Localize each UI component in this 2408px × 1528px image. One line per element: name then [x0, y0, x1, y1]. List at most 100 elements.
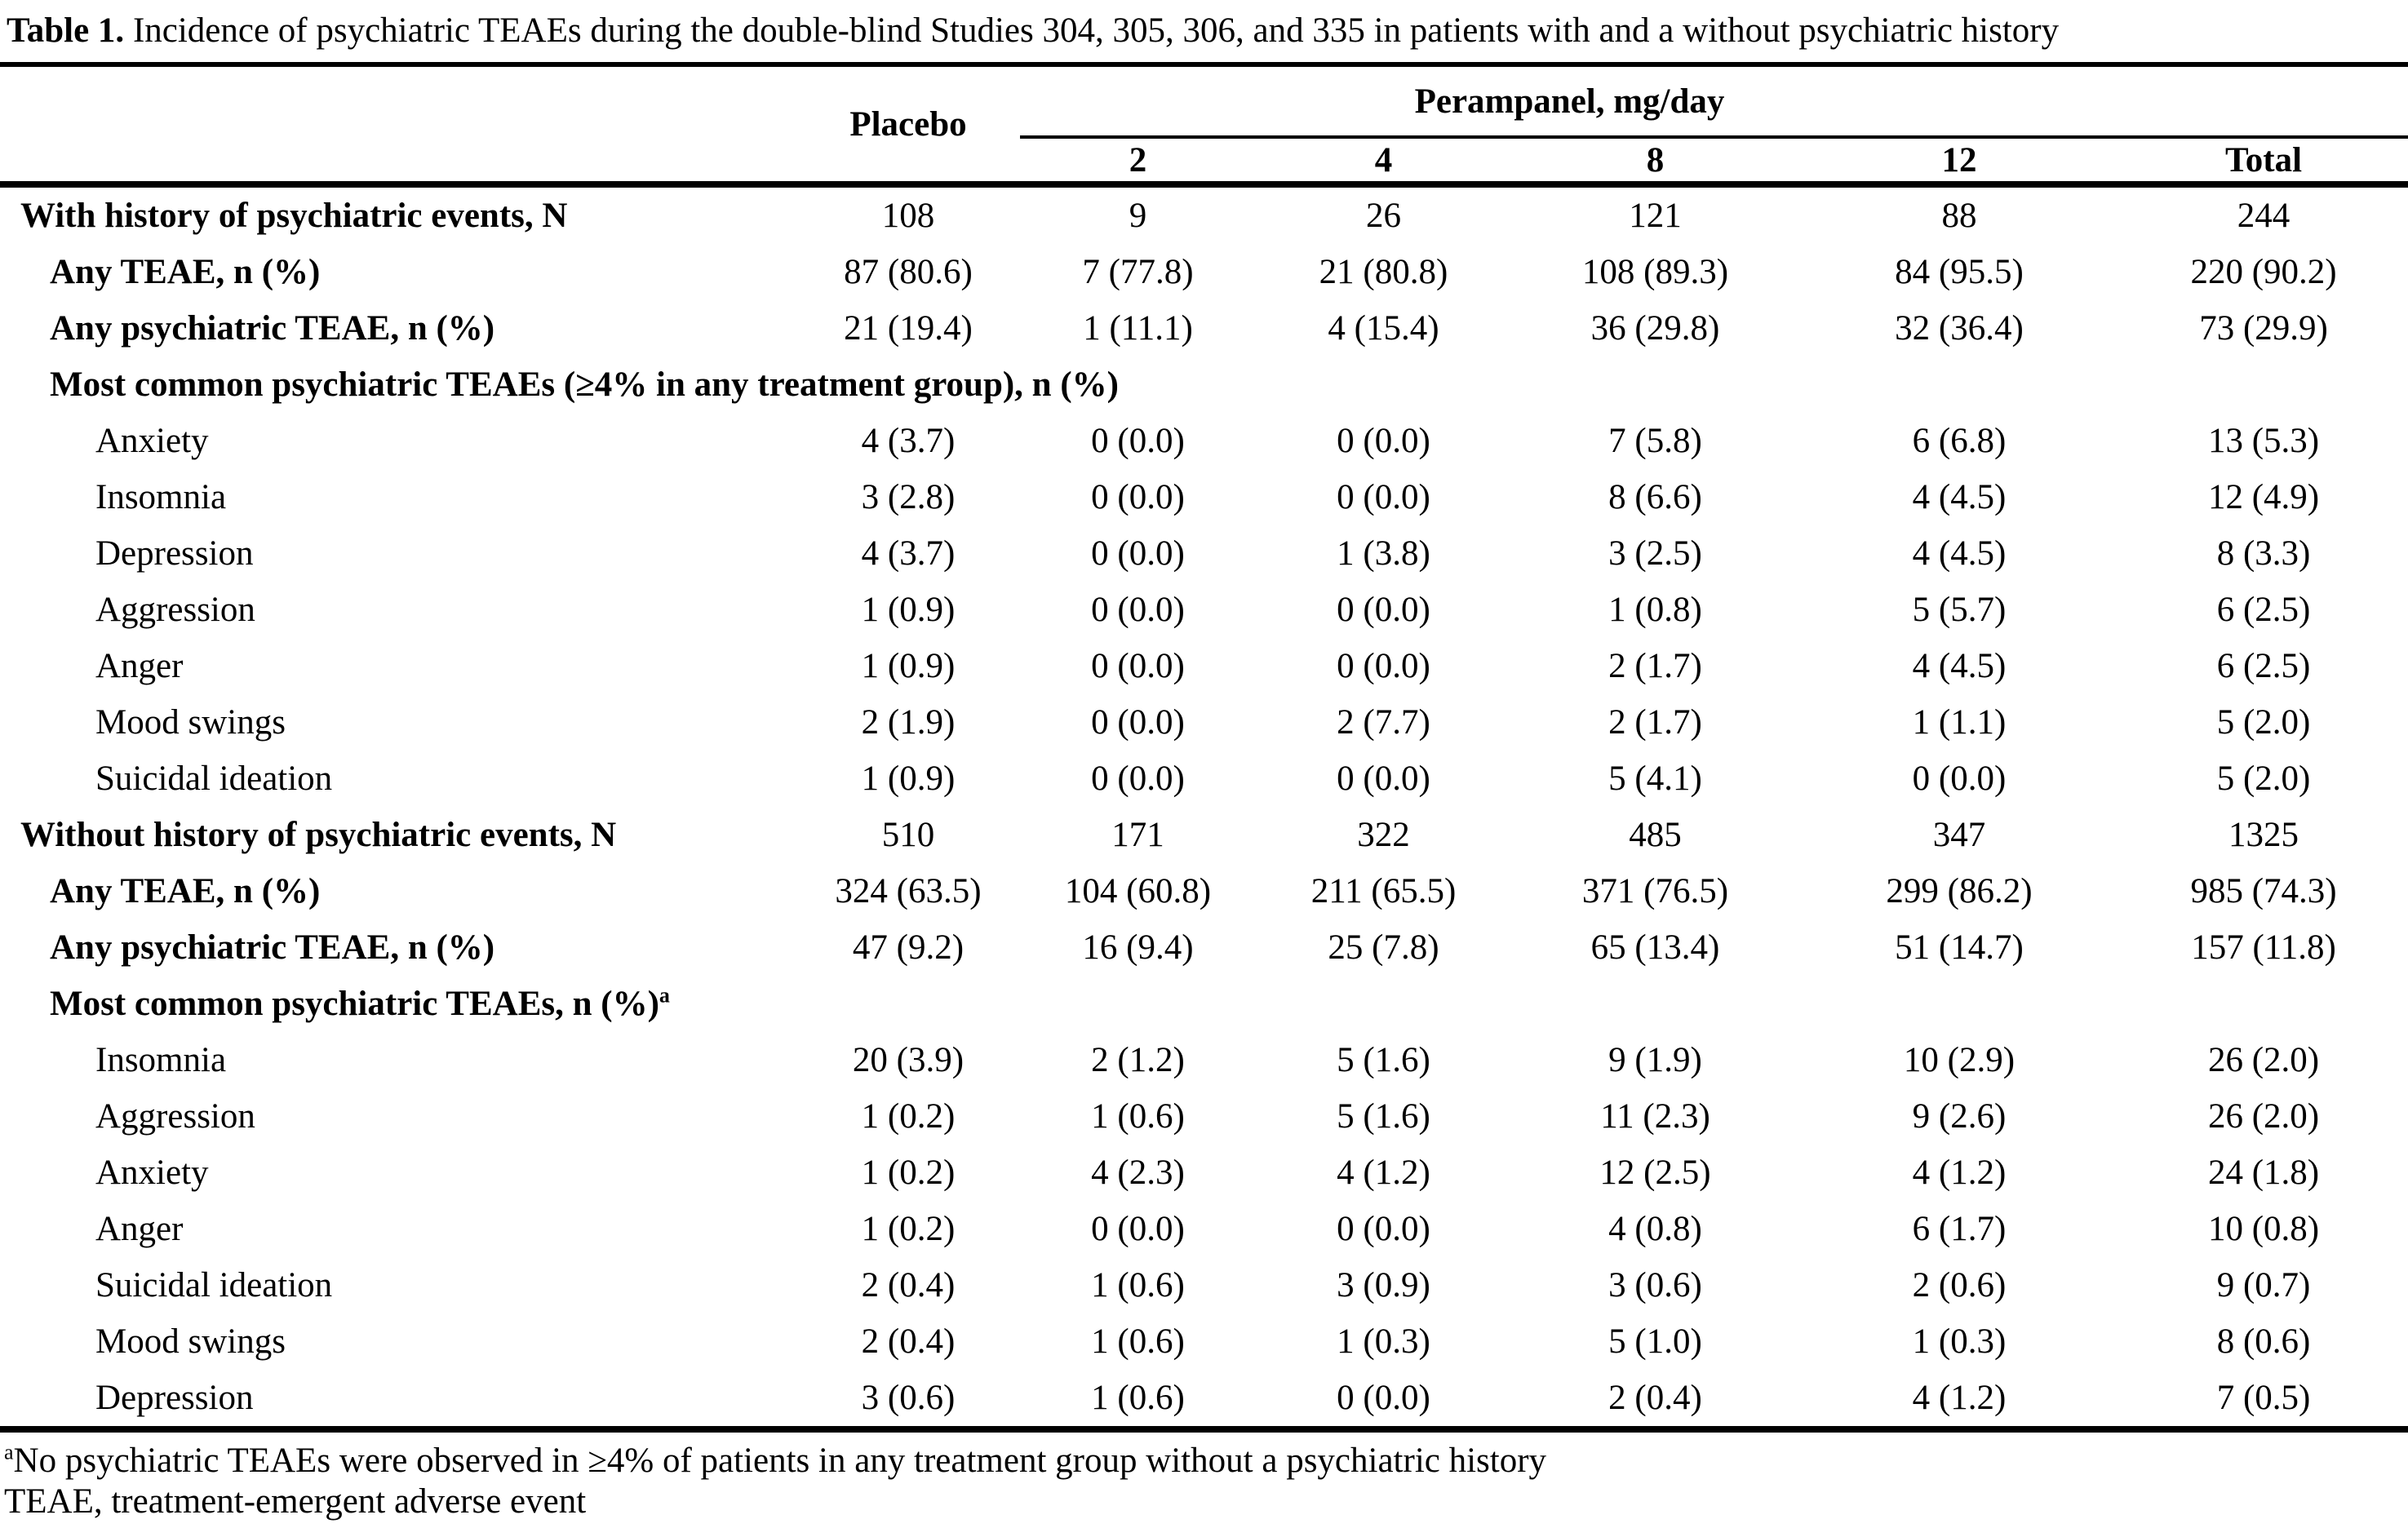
cell-value: 0 (0.0): [1091, 760, 1185, 798]
cell-value: 347: [1932, 816, 1986, 854]
row-label: Anxiety: [0, 1145, 796, 1201]
cell-value: 2 (0.4): [861, 1266, 956, 1304]
cell-value: 32 (36.4): [1895, 309, 2024, 348]
cell-value: 7 (77.8): [1082, 253, 1194, 291]
row-label: Most common psychiatric TEAEs, n (%)a: [0, 976, 2408, 1032]
cell-value: 0 (0.0): [1337, 1210, 1430, 1248]
cell-value: 1 (0.3): [1337, 1322, 1430, 1361]
table-row: Depression 3 (0.6) 1 (0.6) 0 (0.0) 2 (0.4) 4 …: [0, 1370, 2408, 1433]
cell-value: 1 (0.8): [1608, 591, 1702, 629]
cell-value: 2 (0.6): [1912, 1266, 2007, 1304]
cell-value: 10 (0.8): [2207, 1210, 2320, 1248]
cell-value: 26: [1366, 197, 1401, 235]
cell-value: 4 (1.2): [1337, 1154, 1430, 1192]
cell-value: 3 (2.8): [861, 478, 956, 516]
cell-value: 21 (80.8): [1319, 253, 1448, 291]
footnote-line: TEAE, treatment-emergent adverse event: [4, 1481, 2408, 1522]
cell-value: 1 (0.6): [1091, 1097, 1185, 1136]
table-row: Anxiety 4 (3.7) 0 (0.0) 0 (0.0) 7 (5.8) 6 (6.…: [0, 413, 2408, 469]
cell-value: 2 (1.2): [1091, 1041, 1185, 1079]
table-row: Anger 1 (0.2) 0 (0.0) 0 (0.0) 4 (0.8) 6 (1.7)…: [0, 1201, 2408, 1257]
cell-value: 104 (60.8): [1064, 872, 1212, 910]
cell-value: 84 (95.5): [1895, 253, 2024, 291]
cell-value: 3 (2.5): [1608, 534, 1702, 573]
cell-value: 26 (2.0): [2207, 1041, 2320, 1079]
row-label-text: Depression: [95, 1379, 254, 1417]
row-label-text: Suicidal ideation: [95, 760, 333, 798]
table-row: Anxiety 1 (0.2) 4 (2.3) 4 (1.2) 12 (2.5) 4 (1…: [0, 1145, 2408, 1201]
cell-value: 8 (0.6): [2216, 1322, 2311, 1361]
footnotes: aNo psychiatric TEAEs were observed in ≥…: [0, 1441, 2408, 1522]
cell-value: 244: [2237, 197, 2290, 235]
cell-value: 0 (0.0): [1091, 647, 1185, 685]
table-row: Insomnia 20 (3.9) 2 (1.2) 5 (1.6) 9 (1.9) 10 …: [0, 1032, 2408, 1088]
cell-value: 6 (1.7): [1912, 1210, 2007, 1248]
cell-value: 0 (0.0): [1337, 647, 1430, 685]
cell-value: 5 (4.1): [1608, 760, 1702, 798]
cell-value: 485: [1629, 816, 1682, 854]
cell-value: 4 (0.8): [1608, 1210, 1702, 1248]
cell-value: 5 (1.6): [1337, 1097, 1430, 1136]
incidence-table: Placebo Perampanel, mg/day 2 4 8 12 Tota…: [0, 62, 2408, 1433]
cell-value: 4 (1.2): [1799, 1370, 2119, 1433]
table-header: Placebo Perampanel, mg/day 2 4 8 12 Tota…: [0, 64, 2408, 188]
cell-value: 322: [1357, 816, 1410, 854]
cell-value: 5 (5.7): [1912, 591, 2007, 629]
row-label-text: Any psychiatric TEAE, n (%): [50, 928, 495, 967]
cell-value: 8 (6.6): [1608, 478, 1702, 516]
cell-value: 171: [1111, 816, 1164, 854]
row-label-text: Depression: [95, 534, 254, 573]
cell-value: 0 (0.0): [1091, 1210, 1185, 1248]
cell-value: 0 (0.0): [1091, 591, 1185, 629]
table-row: With history of psychiatric events, N 108…: [0, 184, 2408, 244]
table-title-text: Incidence of psychiatric TEAEs during th…: [124, 11, 2060, 50]
perampanel-group-label: Perampanel, mg/day: [1414, 82, 1725, 121]
cell-value: 0 (0.0): [1337, 591, 1430, 629]
header-row-doses: 2 4 8 12 Total: [0, 137, 2408, 188]
cell-value: 9 (1.9): [1608, 1041, 1702, 1079]
table-row: Most common psychiatric TEAEs, n (%)a: [0, 976, 2408, 1032]
cell-value: 324 (63.5): [835, 872, 982, 910]
table-body: With history of psychiatric events, N 108…: [0, 184, 2408, 1433]
row-label: Insomnia: [0, 469, 796, 525]
cell-value: 157 (11.8): [2191, 928, 2336, 967]
row-label: Anger: [0, 638, 796, 694]
cell-value: 0 (0.0): [1256, 1370, 1511, 1433]
cell-value: 36 (29.8): [1590, 309, 1720, 348]
cell-value: 26 (2.0): [2207, 1097, 2320, 1136]
row-label: Aggression: [0, 582, 796, 638]
cell-value: 10 (2.9): [1903, 1041, 2016, 1079]
row-label: Mood swings: [0, 1313, 796, 1370]
row-label-text: Most common psychiatric TEAEs, n (%): [50, 985, 659, 1023]
table-row: Mood swings 2 (0.4) 1 (0.6) 1 (0.3) 5 (1.0) 1…: [0, 1313, 2408, 1370]
cell-value: 4 (15.4): [1328, 309, 1439, 348]
table-row: Any TEAE, n (%) 87 (80.6) 7 (77.8) 21 (80.8…: [0, 244, 2408, 300]
row-label-text: Anxiety: [95, 422, 209, 460]
table-row: Mood swings 2 (1.9) 0 (0.0) 2 (7.7) 2 (1.7) 1…: [0, 694, 2408, 751]
row-label-text: Aggression: [95, 1097, 255, 1136]
row-label: Insomnia: [0, 1032, 796, 1088]
cell-value: 211 (65.5): [1310, 872, 1457, 910]
cell-value: 4 (4.5): [1912, 478, 2007, 516]
cell-value: 2 (7.7): [1337, 703, 1430, 742]
cell-value: 121: [1629, 197, 1682, 235]
cell-value: 1 (0.9): [861, 647, 956, 685]
cell-value: 0 (0.0): [1337, 478, 1430, 516]
cell-value: 1 (0.6): [1091, 1322, 1185, 1361]
footnote-superscript: a: [4, 1440, 14, 1464]
row-label-text: Anger: [95, 647, 184, 685]
row-label: Any TEAE, n (%): [0, 244, 796, 300]
cell-value: 1 (0.9): [861, 760, 956, 798]
cell-value: 3 (0.6): [796, 1370, 1020, 1433]
cell-value: 88: [1941, 197, 1977, 235]
table-row: Insomnia 3 (2.8) 0 (0.0) 0 (0.0) 8 (6.6) 4 (4…: [0, 469, 2408, 525]
cell-value: 1325: [2228, 816, 2299, 854]
cell-value: 12 (4.9): [2207, 478, 2320, 516]
cell-value: 2 (0.4): [1511, 1370, 1799, 1433]
cell-value: 13 (5.3): [2207, 422, 2320, 460]
cell-value: 2 (1.7): [1608, 647, 1702, 685]
cell-value: 65 (13.4): [1590, 928, 1720, 967]
row-label: Any TEAE, n (%): [0, 863, 796, 919]
cell-value: 4 (4.5): [1912, 534, 2007, 573]
table-row: Without history of psychiatric events, N…: [0, 807, 2408, 863]
